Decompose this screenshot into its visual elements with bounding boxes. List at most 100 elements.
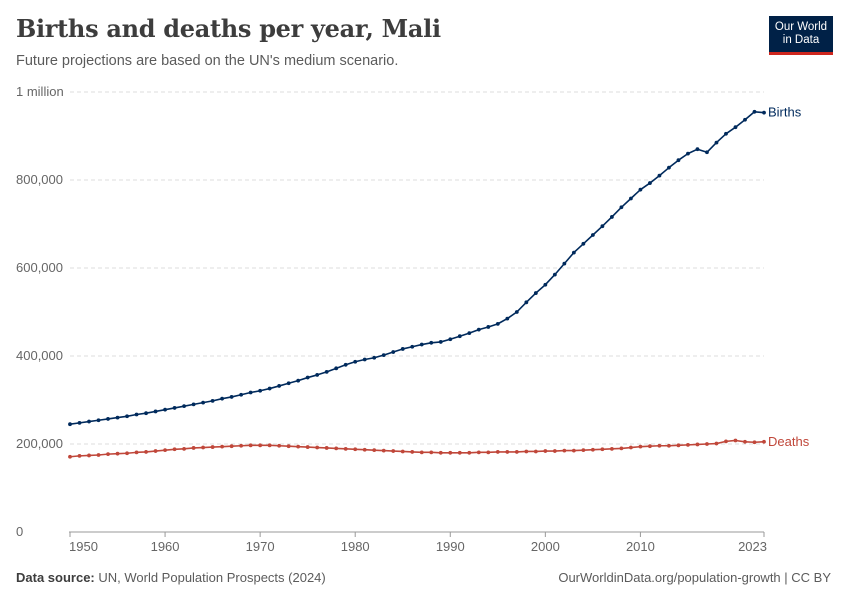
births-point [334, 366, 339, 371]
births-point [343, 362, 348, 367]
births-point [629, 196, 633, 201]
births-point [609, 215, 614, 219]
deaths-point [514, 450, 519, 454]
births-point [210, 398, 215, 403]
x-tick-label: 2010 [626, 539, 655, 554]
deaths-point [581, 448, 586, 453]
deaths-point [305, 445, 310, 449]
deaths-point [410, 450, 415, 454]
deaths-point [286, 444, 291, 449]
deaths-point [153, 449, 158, 453]
x-tick-label: 1970 [246, 539, 275, 554]
births-point [743, 117, 747, 122]
births-point [733, 125, 738, 130]
deaths-series-label: Deaths [768, 434, 810, 449]
deaths-point [68, 454, 72, 459]
deaths-point [229, 444, 234, 449]
deaths-point [248, 443, 253, 448]
births-point [391, 350, 396, 354]
deaths-point [600, 447, 605, 452]
births-point [686, 151, 690, 156]
births-point [571, 250, 576, 255]
deaths-point [648, 444, 652, 449]
births-point [524, 300, 529, 305]
births-point [134, 412, 139, 417]
births-point [600, 224, 605, 229]
births-point [552, 272, 557, 277]
x-tick-label: 1960 [151, 539, 180, 554]
x-tick-label: 1990 [436, 539, 465, 554]
data-source-text: UN, World Population Prospects (2024) [94, 570, 326, 585]
births-point [486, 325, 491, 329]
deaths-point [277, 443, 282, 448]
deaths-point [210, 445, 215, 449]
deaths-point [419, 450, 424, 455]
births-point [324, 369, 329, 374]
births-point [106, 417, 110, 421]
source-link[interactable]: OurWorldinData.org/population-growth | C… [558, 570, 831, 585]
deaths-point [334, 446, 339, 451]
births-point [172, 406, 177, 410]
deaths-point [524, 449, 529, 454]
data-source: Data source: UN, World Population Prospe… [16, 570, 326, 585]
deaths-point [163, 448, 167, 453]
deaths-point [87, 453, 91, 458]
births-point [410, 344, 415, 349]
births-point [705, 150, 709, 155]
births-point [248, 390, 253, 395]
deaths-point [505, 450, 510, 454]
births-point [448, 337, 453, 342]
y-tick-label: 400,000 [16, 348, 63, 363]
births-point [667, 165, 671, 170]
deaths-point [457, 450, 462, 455]
deaths-point [201, 445, 205, 450]
deaths-point [629, 445, 633, 450]
deaths-point [400, 449, 405, 454]
births-point [191, 402, 196, 407]
y-tick-label: 1 million [16, 84, 64, 99]
births-point [267, 386, 272, 391]
deaths-point [733, 438, 738, 443]
births-point [77, 420, 82, 425]
births-point [372, 355, 377, 360]
births-point [419, 342, 424, 347]
births-point [543, 282, 548, 287]
births-point [153, 409, 158, 414]
y-tick-label: 800,000 [16, 172, 63, 187]
deaths-point [562, 448, 567, 453]
deaths-point [752, 440, 757, 445]
deaths-point [77, 453, 82, 458]
deaths-point [267, 443, 272, 448]
x-tick-label: 2023 [738, 539, 767, 554]
births-point [68, 422, 72, 427]
births-point [305, 375, 310, 380]
y-tick-label: 200,000 [16, 436, 63, 451]
births-point [714, 140, 719, 145]
births-point [695, 147, 700, 152]
deaths-point [239, 443, 244, 448]
deaths-point [220, 444, 225, 449]
deaths-point [448, 450, 453, 455]
births-point [362, 357, 367, 362]
births-point [476, 327, 481, 332]
deaths-point [762, 439, 766, 444]
births-series-label: Births [768, 105, 802, 120]
births-point [381, 353, 386, 358]
deaths-point [296, 444, 301, 449]
births-point [239, 392, 244, 397]
deaths-point [657, 443, 662, 448]
deaths-point [743, 439, 747, 444]
births-point [144, 411, 148, 416]
births-point [438, 340, 443, 344]
axis-layer: 0 200,000 400,000 600,000 800,000 1 million 19… [16, 84, 767, 554]
deaths-point [552, 449, 557, 453]
x-tick-label: 2000 [531, 539, 560, 554]
deaths-point [543, 449, 548, 453]
births-point [258, 388, 263, 393]
births-point [182, 404, 186, 409]
deaths-point [353, 447, 358, 452]
deaths-point [467, 450, 472, 455]
deaths-point [315, 445, 320, 450]
owid-logo[interactable]: Our World in Data [769, 16, 833, 55]
deaths-point [705, 442, 709, 446]
